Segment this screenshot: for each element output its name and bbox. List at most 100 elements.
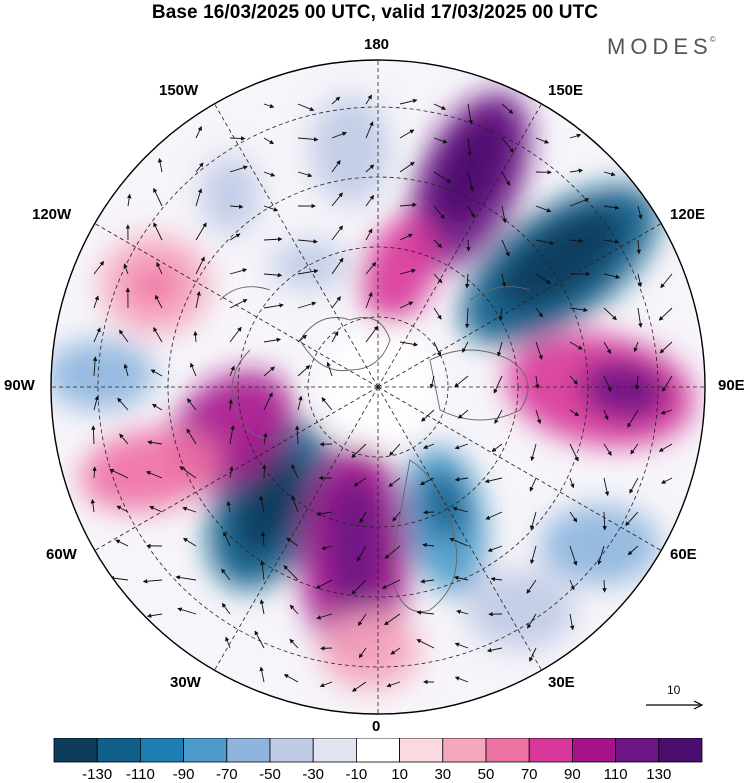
wind-vector-arrow [263,205,279,212]
wind-vector-arrow [603,341,612,355]
wind-vector-arrow [353,477,367,487]
wind-vector-arrow [535,341,543,360]
colorbar-swatch [399,738,444,763]
wind-vector-arrow [229,204,244,209]
colorbar-swatch [226,738,271,763]
wind-vector-arrow [634,375,640,390]
wind-vector-arrow [156,261,163,275]
wind-vector-arrow [291,494,299,513]
wind-vector-arrow [467,103,473,125]
wind-vector-arrow [603,409,609,421]
wind-vector-arrow [283,565,299,581]
wind-vector-arrow [467,205,475,219]
wind-vector-arrow [259,599,265,615]
wind-vector-arrow [464,273,470,289]
wind-vector-arrow [123,263,129,275]
wind-vector-arrow [493,375,503,394]
wind-vector-arrow [331,192,343,207]
wind-vector-arrow [569,198,590,207]
lon-label-90e: 90E [718,377,745,394]
wind-vector-arrow [92,466,97,479]
wind-vector-arrow [501,205,507,224]
wind-vector-arrow [297,395,303,411]
wind-vector-arrow [419,477,435,485]
wind-vector-arrow [229,165,248,173]
wind-vector-arrow [321,545,333,551]
wind-vector-arrow [263,392,273,411]
wind-vector-arrow [229,465,234,479]
wind-vector-arrow [91,425,96,445]
wind-vector-arrow [569,341,583,350]
wind-vector-arrow [535,205,552,213]
reference-vector-arrow [646,700,704,710]
wind-vector-arrow [90,498,96,513]
wind-vector-arrow [399,129,415,139]
lon-label-120w: 120W [32,206,72,223]
wind-vector-arrow [530,545,537,565]
wind-vector-arrow [454,676,469,683]
wind-vector-arrow [535,273,551,284]
wind-vector-arrow [388,477,401,487]
lon-label-150w: 150W [159,82,199,99]
wind-vector-arrow [452,506,469,513]
wind-vector-arrow [597,545,605,565]
wind-vector-arrow [449,537,469,547]
wind-vector-arrow [603,375,612,393]
wind-vector-arrow [423,443,435,449]
colorbar-swatch [96,738,141,763]
wind-vector-arrow [603,307,617,321]
wind-vector-arrow [535,137,550,144]
wind-vector-arrow [153,187,163,207]
wind-vector-arrow [295,425,300,445]
chart-title: Base 16/03/2025 00 UTC, valid 17/03/2025… [151,2,599,23]
wind-vector-arrow [331,296,341,309]
wind-vector-arrow [423,510,435,515]
wind-vector-arrow [263,236,283,242]
wind-vector-arrow [297,301,317,309]
wind-vector-arrow [297,365,311,377]
wind-vector-arrow [289,638,299,649]
colorbar-tick-label: -130 [82,766,113,783]
wind-vector-arrow [93,395,99,411]
wind-vector-arrow [535,409,542,425]
wind-vector-arrow [633,341,639,353]
wind-vector-arrow [627,409,639,428]
wind-vector-arrow [466,239,471,252]
wind-vector-arrow [119,433,129,445]
wind-vector-arrow [153,222,163,241]
wind-vector-arrow [462,341,469,353]
wind-vector-arrow [603,171,616,177]
wind-vector-arrow [150,369,163,377]
wind-vector-arrow [117,397,129,411]
colorbar [53,738,703,763]
wind-vector-arrow [263,432,268,445]
colorbar-swatch [53,738,98,763]
wind-vector-arrow [259,560,265,581]
wind-vector-arrow [630,443,639,455]
wind-vector-arrow [662,375,673,392]
wind-vector-arrow [331,225,344,241]
wind-vector-arrow [569,579,575,591]
lon-label-60e: 60E [670,546,697,563]
wind-vector-arrow [569,613,575,631]
reference-vector-label: 10 [667,683,681,697]
modes-logo: MODES© [607,34,716,59]
wind-vector-arrow [501,103,514,114]
wind-vector-arrow [416,639,435,649]
wind-vector-arrow [602,579,607,593]
colorbar-swatch [442,738,487,763]
wind-vector-arrow [467,137,472,157]
colorbar-tick-label: 10 [391,766,408,783]
wind-vector-arrow [365,164,375,173]
wind-vector-arrow [637,205,643,220]
wind-vector-arrow [365,325,379,343]
wind-vector-arrow [229,268,248,275]
wind-vector-arrow [602,511,607,531]
wind-vector-arrow [259,666,265,683]
wind-vector-arrow [433,103,447,110]
wind-vector-arrow [177,607,197,615]
wind-vector-arrow [490,576,503,582]
wind-vector-arrow [229,136,246,141]
colorbar-swatch [485,738,530,763]
wind-vector-arrow [190,362,197,377]
